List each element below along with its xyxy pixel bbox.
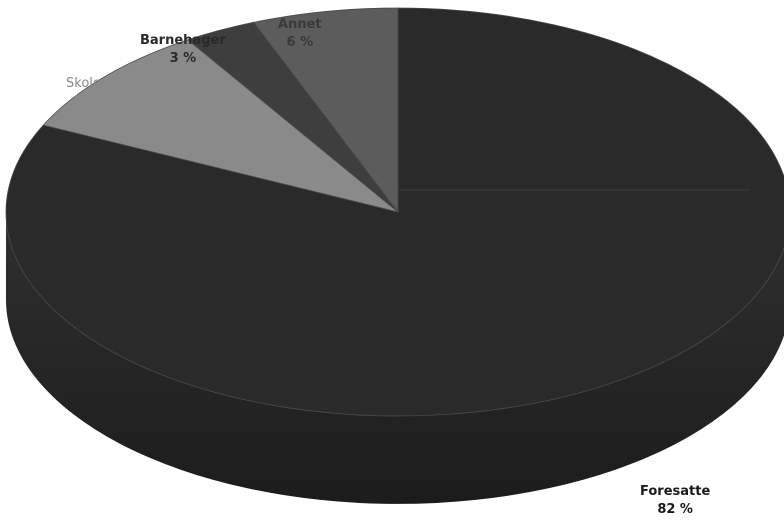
- slice-label-skoler: Skoler 9 %: [66, 75, 106, 111]
- slice-label-barnehager: Barnehager 3 %: [140, 32, 226, 68]
- slice-value: 3 %: [169, 51, 197, 66]
- pie-slice-foresatte: [5, 7, 784, 417]
- slice-name: Annet: [278, 17, 322, 32]
- slice-value: 9 %: [73, 94, 99, 109]
- pie-side-wall: [6, 212, 784, 504]
- slice-label-foresatte: Foresatte 82 %: [640, 483, 710, 519]
- slice-name: Skoler: [66, 76, 107, 91]
- slice-label-annet: Annet 6 %: [278, 16, 322, 52]
- slice-value: 82 %: [657, 502, 693, 517]
- slice-value: 6 %: [286, 35, 314, 50]
- slice-name: Barnehager: [140, 33, 226, 48]
- pie-slice-skoler: [42, 39, 399, 213]
- pie-slice-annet: [252, 7, 399, 214]
- slice-name: Foresatte: [640, 484, 711, 499]
